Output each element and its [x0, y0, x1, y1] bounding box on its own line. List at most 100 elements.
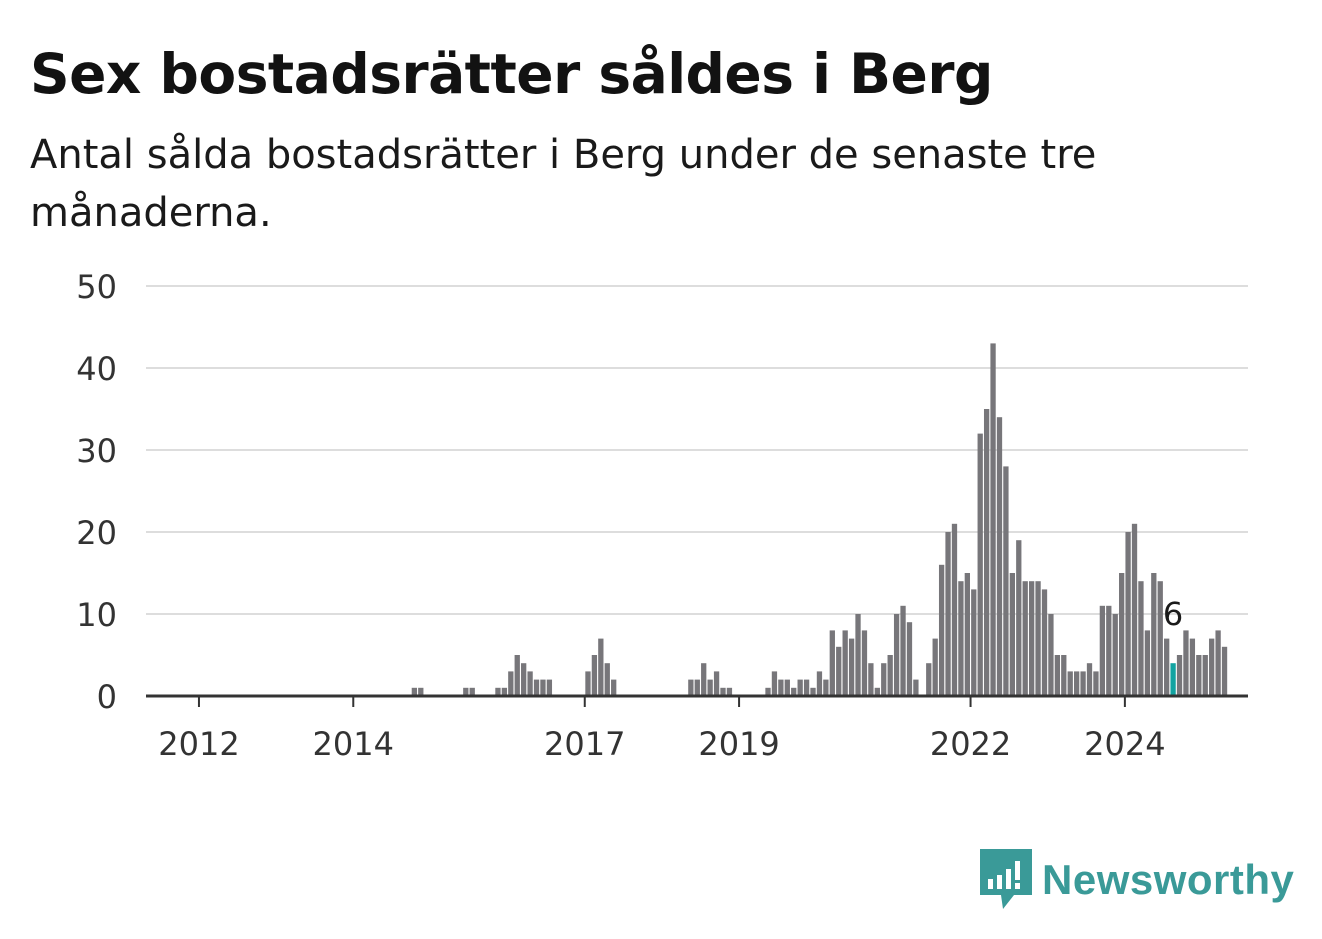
annotations: 6	[1163, 595, 1183, 633]
bar	[508, 671, 514, 696]
last-value-label: 6	[1163, 595, 1183, 633]
bar	[1131, 523, 1138, 696]
bar	[816, 671, 823, 696]
bar	[501, 687, 508, 696]
bar	[784, 679, 790, 696]
bar	[990, 343, 996, 696]
bar	[720, 687, 726, 696]
bar	[1157, 581, 1163, 696]
bar	[823, 679, 829, 696]
bar	[810, 687, 816, 696]
bar	[778, 679, 784, 696]
bar	[1196, 655, 1202, 696]
bar	[874, 687, 880, 696]
bar	[604, 663, 610, 696]
bar	[688, 679, 694, 696]
bar	[868, 663, 874, 696]
bar	[591, 655, 598, 696]
bar	[546, 679, 553, 696]
bar	[694, 679, 700, 696]
bar	[533, 679, 540, 696]
bar	[463, 687, 469, 696]
bar	[971, 589, 977, 696]
x-axis-labels: 2012 2014 2017 2019 2022 2024	[158, 696, 1166, 763]
bar	[893, 614, 900, 696]
bar	[1093, 671, 1099, 696]
bar	[797, 679, 803, 696]
bar	[1221, 646, 1228, 696]
bar	[1061, 655, 1067, 696]
x-tick-label: 2022	[930, 725, 1011, 763]
bar	[418, 687, 424, 696]
bar	[829, 630, 835, 696]
x-tick-label: 2012	[158, 725, 239, 763]
bar	[1106, 605, 1112, 696]
bar	[887, 655, 893, 696]
y-tick-label: 50	[76, 268, 117, 306]
x-tick-label: 2017	[544, 725, 625, 763]
bar	[836, 646, 842, 696]
bar-highlight	[1170, 663, 1176, 696]
y-tick-label: 20	[76, 514, 117, 552]
bar	[707, 679, 713, 696]
bar	[842, 630, 848, 696]
bar	[1080, 671, 1086, 696]
bar	[1041, 589, 1048, 696]
bar	[1189, 638, 1196, 696]
bar	[726, 687, 733, 696]
chart-subtitle: Antal sålda bostadsrätter i Berg under d…	[30, 132, 1097, 236]
bar	[495, 687, 501, 696]
bar	[964, 573, 970, 696]
bar	[1209, 638, 1215, 696]
bar	[1112, 614, 1118, 696]
bar	[1009, 573, 1015, 696]
bar	[861, 630, 868, 696]
bar	[1016, 540, 1022, 696]
bar	[945, 532, 951, 696]
bar	[514, 655, 520, 696]
bar	[1003, 466, 1009, 696]
bar	[1215, 630, 1221, 696]
bar	[906, 622, 913, 696]
bar	[791, 687, 797, 696]
y-tick-label: 30	[76, 432, 117, 470]
bar	[900, 605, 906, 696]
bar	[1125, 532, 1131, 696]
bar	[1119, 573, 1125, 696]
bar	[1138, 581, 1144, 696]
bar	[701, 663, 707, 696]
bar	[881, 663, 887, 696]
bar	[926, 663, 932, 696]
bar	[527, 671, 533, 696]
bar	[848, 638, 855, 696]
newsworthy-logo: Newsworthy	[980, 848, 1294, 912]
bar	[1048, 614, 1054, 696]
bar	[411, 687, 418, 696]
bar	[765, 687, 771, 696]
bar	[977, 433, 983, 696]
chart-title: Sex bostadsrätter såldes i Berg	[30, 42, 993, 106]
bar	[771, 671, 778, 696]
x-tick-label: 2014	[313, 725, 394, 763]
bar	[1086, 663, 1093, 696]
bar	[540, 679, 546, 696]
bar	[611, 679, 617, 696]
bars	[411, 343, 1228, 696]
x-tick-label: 2024	[1084, 725, 1165, 763]
bar	[803, 679, 810, 696]
y-tick-label: 40	[76, 350, 117, 388]
bar	[1164, 638, 1170, 696]
bar	[1176, 655, 1183, 696]
bar	[713, 671, 720, 696]
gridlines	[146, 285, 1248, 615]
bar-chart-speech-bubble-icon	[980, 849, 1032, 909]
bar	[958, 581, 964, 696]
bar	[1099, 605, 1106, 696]
bar	[938, 564, 945, 696]
bar	[1151, 573, 1157, 696]
bar	[932, 638, 938, 696]
y-tick-label: 10	[76, 596, 117, 634]
y-tick-label: 0	[97, 678, 117, 716]
bar	[1022, 581, 1028, 696]
